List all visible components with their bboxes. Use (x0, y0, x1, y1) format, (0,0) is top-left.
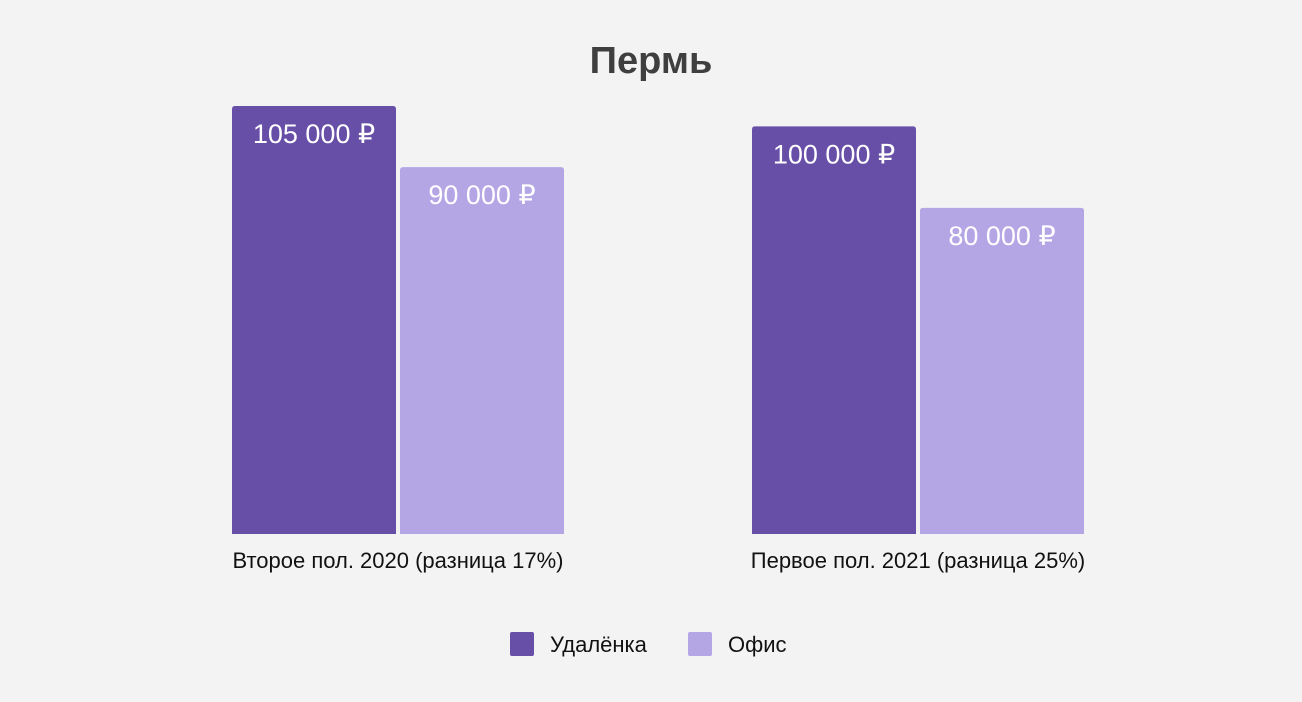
bar-remote-2 (752, 126, 916, 534)
legend-label-remote: Удалёнка (550, 632, 648, 657)
legend-swatch-remote (510, 632, 534, 656)
bar-value-label: 100 000 ₽ (773, 139, 895, 169)
bar-value-label: 80 000 ₽ (948, 221, 1055, 251)
bars-group: 105 000 ₽ 90 000 ₽ 100 000 ₽ 80 000 ₽ (232, 106, 1084, 534)
legend-swatch-office (688, 632, 712, 656)
bar-value-label: 90 000 ₽ (428, 180, 535, 210)
category-label: Первое пол. 2021 (разница 25%) (751, 548, 1085, 573)
legend-label-office: Офис (728, 632, 787, 657)
bar-office-1 (400, 167, 564, 534)
legend: Удалёнка Офис (510, 632, 787, 657)
bar-office-2 (920, 207, 1084, 534)
category-labels: Второе пол. 2020 (разница 17%) Первое пол… (233, 548, 1086, 573)
chart-title: Пермь (590, 40, 713, 82)
category-label: Второе пол. 2020 (разница 17%) (233, 548, 564, 573)
bar-value-label: 105 000 ₽ (253, 119, 375, 149)
bar-remote-1 (232, 106, 396, 534)
